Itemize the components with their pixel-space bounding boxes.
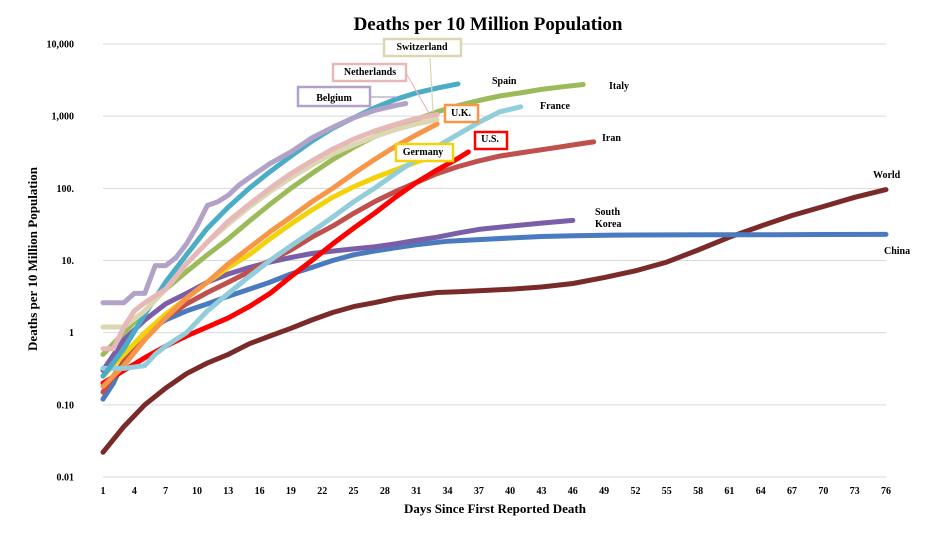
x-tick-label: 46 (568, 486, 578, 497)
y-axis-title: Deaths per 10 Million Population (25, 166, 40, 351)
x-tick-label: 64 (756, 486, 766, 497)
series-line (100, 101, 409, 306)
label-leader-line (429, 57, 434, 113)
series-label: World (873, 170, 901, 181)
x-tick-label: 25 (349, 486, 359, 497)
x-axis-ticks: 1 4 7 10 13 16 19 22 25 28 31 34 37 40 43 46 49 52 55 58 61 6… (101, 486, 892, 497)
x-tick-label: 7 (163, 486, 168, 497)
y-tick-label: 10. (62, 256, 75, 267)
x-tick-label: 43 (536, 486, 546, 497)
series-label: U.S. (481, 134, 499, 145)
x-tick-label: 16 (255, 486, 265, 497)
series-label: China (884, 246, 910, 257)
y-tick-label: 0.10 (57, 400, 75, 411)
x-tick-label: 31 (411, 486, 421, 497)
series-label: Italy (609, 81, 629, 92)
y-tick-label: 100. (57, 184, 75, 195)
series-label: South Korea (595, 207, 621, 230)
y-tick-label: 1 (69, 328, 74, 339)
x-tick-label: 37 (474, 486, 484, 497)
gridlines (103, 43, 886, 478)
y-tick-label: 1,000 (52, 112, 75, 123)
series-line (100, 112, 440, 352)
series-line (100, 104, 524, 371)
series-label: Spain (492, 76, 517, 87)
x-tick-label: 52 (630, 486, 640, 497)
label-box (331, 62, 408, 83)
x-tick-label: 19 (286, 486, 296, 497)
label-leader-line (405, 72, 431, 116)
x-tick-label: 70 (818, 486, 828, 497)
x-tick-label: 22 (317, 486, 327, 497)
y-axis-ticks: 10,000 1,000 100. 10. 1 0.10 0.01 (47, 40, 75, 484)
x-tick-label: 55 (662, 486, 672, 497)
series-label: Switzerland (396, 42, 448, 53)
x-tick-label: 4 (132, 486, 137, 497)
label-box (382, 37, 463, 58)
series-labels: World China South Korea Iran U.S. Germany U.K. F… (296, 37, 910, 257)
label-box (473, 130, 509, 151)
x-tick-label: 58 (693, 486, 703, 497)
x-tick-label: 73 (850, 486, 860, 497)
x-tick-label: 67 (787, 486, 797, 497)
label-box (443, 103, 480, 124)
series-label: U.K. (451, 108, 472, 119)
series-line (100, 187, 889, 455)
label-box (394, 142, 455, 163)
x-tick-label: 10 (192, 486, 202, 497)
x-tick-label: 13 (223, 486, 233, 497)
y-tick-label: 10,000 (47, 40, 75, 51)
series-lines (100, 81, 889, 455)
series-label: Iran (602, 133, 621, 144)
series-line (100, 231, 889, 402)
series-label: Belgium (316, 93, 352, 104)
series-label: Germany (403, 147, 444, 158)
x-tick-label: 61 (724, 486, 734, 497)
x-tick-label: 1 (101, 486, 106, 497)
y-tick-label: 0.01 (57, 473, 75, 484)
chart-title: Deaths per 10 Million Population (354, 14, 623, 35)
x-tick-label: 49 (599, 486, 609, 497)
x-axis-title: Days Since First Reported Death (404, 501, 587, 516)
series-label: Netherlands (344, 67, 396, 78)
x-tick-label: 40 (505, 486, 515, 497)
series-line (100, 121, 440, 389)
x-tick-label: 28 (380, 486, 390, 497)
series-line (100, 81, 461, 379)
series-line (100, 152, 440, 379)
label-box (296, 85, 372, 108)
x-tick-label: 34 (443, 486, 453, 497)
series-label: France (540, 101, 571, 112)
series-line (100, 82, 586, 357)
x-tick-label: 76 (881, 486, 891, 497)
